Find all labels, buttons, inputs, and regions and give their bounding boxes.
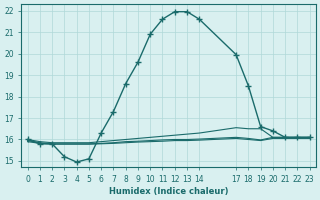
X-axis label: Humidex (Indice chaleur): Humidex (Indice chaleur) (109, 187, 228, 196)
